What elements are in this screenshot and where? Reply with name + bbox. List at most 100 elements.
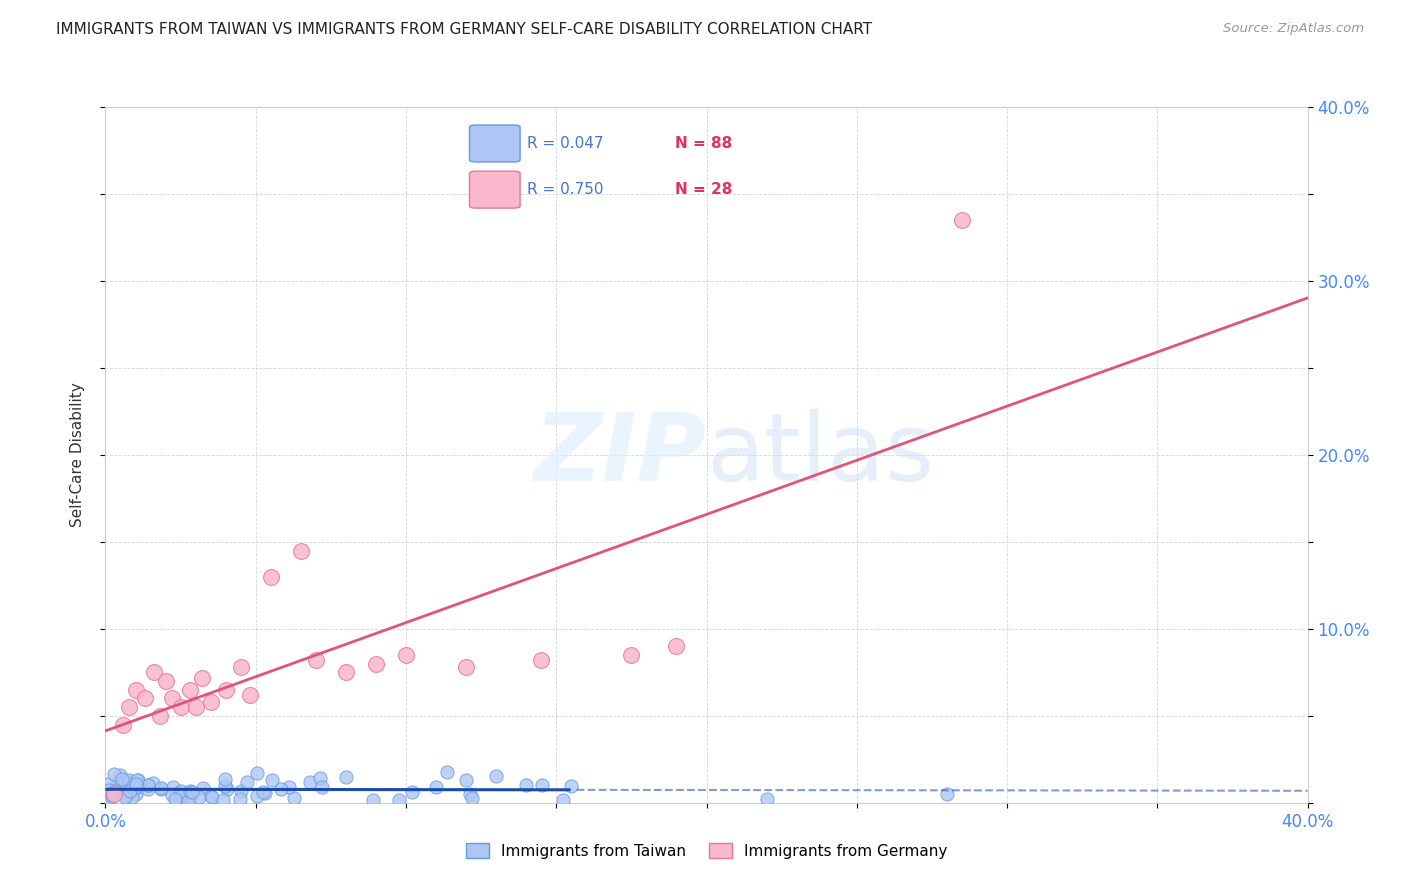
Point	[104, 779, 127, 793]
Point	[124, 682, 146, 697]
Point	[193, 780, 215, 795]
Point	[755, 792, 778, 806]
Point	[298, 775, 321, 789]
Point	[179, 783, 201, 797]
Point	[136, 778, 159, 792]
Point	[395, 648, 418, 662]
Point	[112, 776, 135, 790]
Point	[665, 639, 688, 653]
Point	[160, 691, 183, 706]
Point	[458, 788, 481, 802]
Point	[560, 779, 582, 793]
Point	[150, 780, 173, 795]
Point	[111, 772, 134, 787]
Point	[335, 771, 357, 785]
Point	[111, 776, 134, 790]
Point	[97, 790, 120, 805]
Point	[246, 766, 269, 780]
Point	[214, 779, 236, 793]
Legend: Immigrants from Taiwan, Immigrants from Germany: Immigrants from Taiwan, Immigrants from …	[460, 837, 953, 864]
Point	[118, 700, 141, 714]
Point	[101, 788, 124, 802]
Point	[436, 764, 458, 779]
Point	[127, 780, 149, 794]
Point	[229, 660, 252, 674]
Point	[98, 782, 121, 797]
Point	[160, 788, 183, 802]
Point	[120, 783, 142, 797]
Point	[190, 671, 212, 685]
Point	[125, 777, 148, 791]
Point	[239, 688, 262, 702]
Point	[454, 773, 477, 788]
Point	[165, 794, 187, 808]
Point	[150, 781, 173, 796]
Point	[485, 769, 508, 783]
Point	[103, 767, 125, 781]
Point	[97, 794, 120, 808]
Point	[260, 773, 283, 788]
Point	[283, 791, 305, 805]
Text: N = 28: N = 28	[675, 182, 733, 197]
Point	[100, 789, 122, 804]
Point	[201, 789, 224, 804]
Point	[252, 785, 274, 799]
Point	[531, 778, 554, 792]
Point	[170, 784, 193, 798]
Point	[515, 779, 537, 793]
Point	[214, 682, 236, 697]
Point	[170, 787, 193, 801]
Point	[115, 782, 138, 797]
Point	[950, 213, 973, 227]
FancyBboxPatch shape	[470, 171, 520, 208]
Point	[180, 785, 202, 799]
Point	[169, 789, 191, 804]
Point	[114, 790, 136, 805]
Point	[246, 789, 269, 803]
Text: IMMIGRANTS FROM TAIWAN VS IMMIGRANTS FROM GERMANY SELF-CARE DISABILITY CORRELATI: IMMIGRANTS FROM TAIWAN VS IMMIGRANTS FRO…	[56, 22, 872, 37]
Point	[229, 792, 252, 806]
Point	[620, 648, 643, 662]
FancyBboxPatch shape	[470, 125, 520, 162]
Point	[212, 793, 235, 807]
Point	[125, 788, 148, 802]
Text: ZIP: ZIP	[534, 409, 707, 501]
Point	[162, 780, 184, 794]
Point	[134, 691, 156, 706]
Point	[364, 657, 387, 671]
Point	[253, 786, 276, 800]
Point	[217, 781, 239, 796]
Point	[114, 788, 136, 802]
Point	[118, 783, 141, 797]
Point	[290, 543, 312, 558]
Text: atlas: atlas	[707, 409, 935, 501]
Text: Source: ZipAtlas.com: Source: ZipAtlas.com	[1223, 22, 1364, 36]
Point	[236, 775, 259, 789]
Point	[260, 570, 283, 584]
Point	[401, 785, 423, 799]
Point	[179, 790, 201, 805]
Point	[305, 653, 328, 667]
Y-axis label: Self-Care Disability: Self-Care Disability	[70, 383, 84, 527]
Point	[335, 665, 357, 680]
Point	[103, 783, 125, 797]
Point	[122, 774, 145, 789]
Point	[177, 794, 200, 808]
Point	[142, 776, 165, 790]
Text: R = 0.750: R = 0.750	[527, 182, 603, 197]
Point	[188, 789, 211, 804]
Point	[112, 785, 135, 799]
Point	[425, 780, 447, 794]
Point	[112, 717, 135, 731]
Point	[214, 772, 236, 787]
Point	[127, 773, 149, 788]
Point	[142, 665, 165, 680]
Point	[200, 789, 222, 804]
Point	[231, 784, 253, 798]
Text: N = 88: N = 88	[675, 136, 733, 151]
Point	[114, 785, 136, 799]
Point	[388, 793, 411, 807]
Point	[136, 782, 159, 797]
Point	[461, 791, 484, 805]
Point	[454, 660, 477, 674]
